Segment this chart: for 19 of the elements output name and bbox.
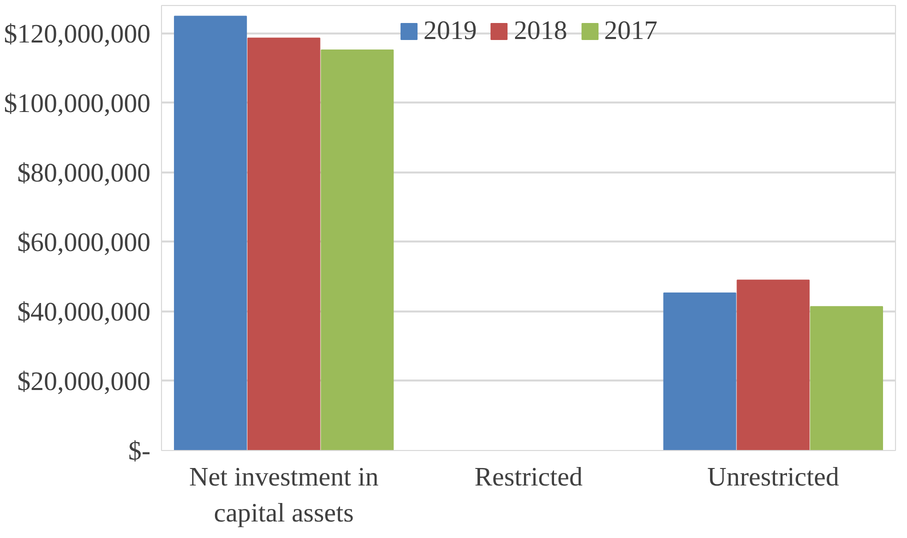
bar bbox=[736, 280, 810, 450]
bar bbox=[810, 306, 884, 450]
bar bbox=[174, 16, 247, 450]
legend-label: 2018 bbox=[514, 15, 568, 46]
y-tick-label: $60,000,000 bbox=[17, 226, 150, 257]
legend-label: 2017 bbox=[604, 15, 658, 46]
y-tick-label: $20,000,000 bbox=[17, 366, 150, 396]
x-tick-label: Restricted bbox=[474, 462, 583, 492]
y-tick-label: $- bbox=[128, 436, 151, 466]
y-tick-label: $120,000,000 bbox=[4, 18, 150, 48]
y-tick-label: $40,000,000 bbox=[17, 296, 150, 326]
y-tick-label: $100,000,000 bbox=[4, 88, 150, 118]
y-tick-label: $80,000,000 bbox=[17, 157, 150, 188]
x-tick-label: Unrestricted bbox=[707, 462, 840, 492]
x-tick-label: Net investment in capital assets bbox=[189, 462, 379, 528]
legend-label: 2019 bbox=[424, 15, 477, 46]
bar bbox=[320, 50, 394, 450]
bar bbox=[663, 292, 736, 450]
bar bbox=[247, 38, 320, 450]
